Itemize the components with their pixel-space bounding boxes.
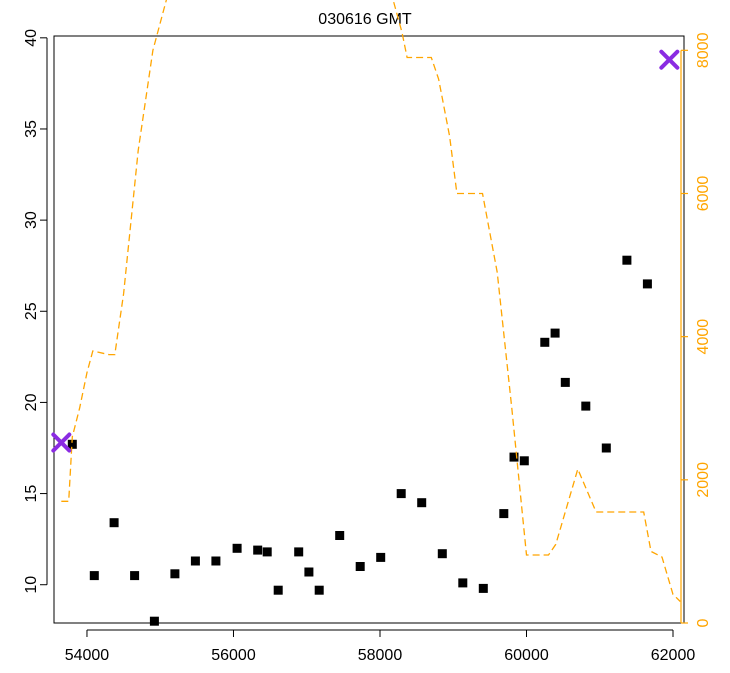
data-point <box>89 571 99 581</box>
data-point <box>509 452 519 462</box>
data-point <box>550 328 560 338</box>
data-point <box>262 547 272 557</box>
y-tick-label: 10 <box>23 576 40 594</box>
y-tick-label: 30 <box>23 211 40 229</box>
data-point <box>417 498 427 508</box>
altitude-line <box>61 0 681 602</box>
data-point <box>190 556 200 566</box>
data-point <box>622 255 632 265</box>
chart-title: 030616 GMT <box>318 11 412 28</box>
plot-box <box>53 35 685 624</box>
data-point <box>149 616 159 626</box>
data-point <box>478 583 488 593</box>
y2-tick-label: 4000 <box>695 319 712 355</box>
data-point <box>376 552 386 562</box>
data-point <box>560 377 570 387</box>
y-tick-label: 15 <box>23 485 40 503</box>
data-point <box>273 585 283 595</box>
data-point <box>335 531 345 540</box>
y2-tick-label: 2000 <box>695 462 712 498</box>
x-tick-label: 58000 <box>358 647 403 664</box>
y-tick-label: 35 <box>23 120 40 138</box>
data-point <box>253 545 263 555</box>
cross-marker <box>659 49 680 70</box>
data-point <box>581 401 591 411</box>
data-point <box>458 578 468 588</box>
y2-tick-label: 0 <box>695 618 712 627</box>
y-tick-label: 20 <box>23 393 40 411</box>
data-point <box>304 567 314 577</box>
data-point <box>355 562 365 571</box>
data-point <box>437 549 447 559</box>
data-point <box>170 569 180 579</box>
data-point <box>294 547 304 557</box>
x-tick-label: 60000 <box>504 647 549 664</box>
data-point <box>601 443 611 453</box>
y2-axis: 0 2000 4000 6000 8000 <box>680 32 712 627</box>
data-point <box>540 337 550 347</box>
y2-tick-label: 8000 <box>695 32 712 68</box>
x-tick-label: 56000 <box>211 647 256 664</box>
data-point <box>67 439 77 449</box>
data-point <box>211 556 221 566</box>
plot-area <box>51 0 681 626</box>
cross-marker <box>51 432 72 453</box>
data-point <box>519 456 529 466</box>
y2-tick-label: 6000 <box>695 176 712 212</box>
data-point <box>642 279 652 289</box>
y-tick-label: 25 <box>23 302 40 320</box>
data-point <box>109 518 119 528</box>
x-axis: 54000 56000 58000 60000 62000 <box>65 629 696 664</box>
data-point <box>232 543 242 553</box>
y-tick-label: 40 <box>23 29 40 47</box>
data-point <box>396 489 406 499</box>
x-tick-label: 62000 <box>651 647 696 664</box>
data-point <box>314 585 324 595</box>
y-axis: 10 15 20 25 30 35 40 <box>23 29 48 594</box>
data-point <box>130 571 140 581</box>
x-tick-label: 54000 <box>65 647 110 664</box>
data-point <box>499 509 509 519</box>
